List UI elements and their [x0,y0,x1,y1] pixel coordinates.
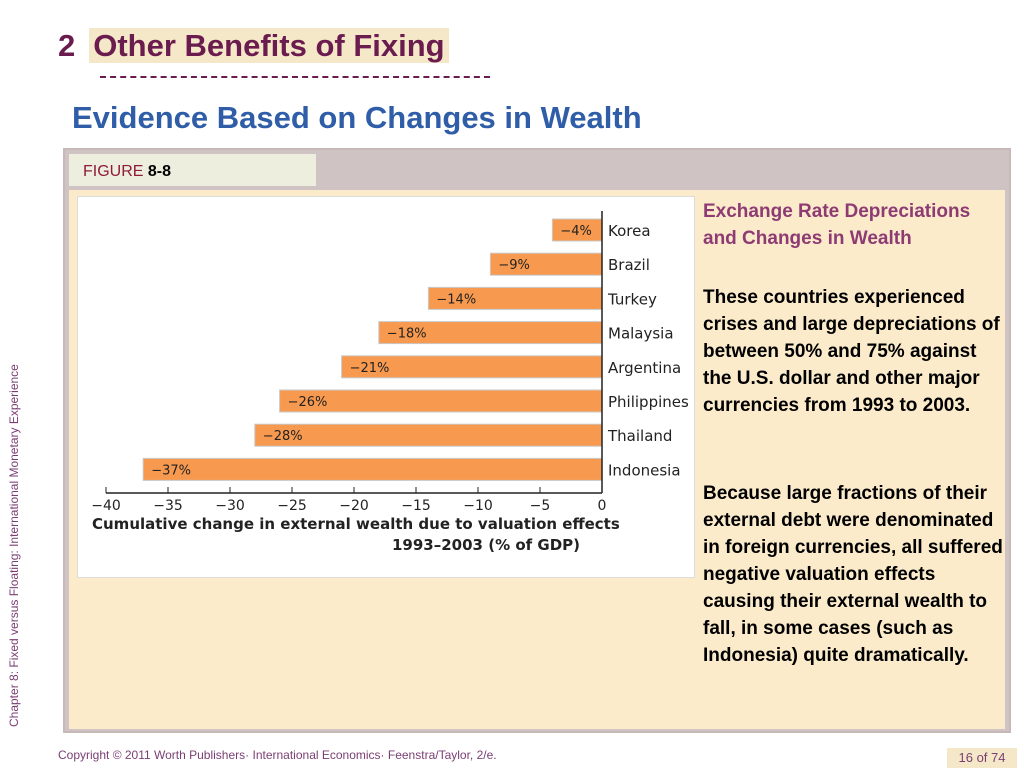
copyright-footer: Copyright © 2011 Worth Publishers· Inter… [58,748,497,762]
category-label-korea: Korea [608,222,651,240]
figure-body: −4% Korea −9% Brazil −14% Turkey −18% Malaysia −… [69,190,1005,729]
data-label-indonesia: −37% [151,463,191,478]
figure-caption-paragraph-2: Because large fractions of their externa… [703,483,1003,666]
section-number: 2 [58,28,76,63]
data-label-korea: −4% [560,224,592,239]
x-tick-label: 0 [598,498,607,514]
figure-label-text: FIGURE [83,163,144,180]
bar-indonesia [142,457,603,481]
bar-thailand [254,423,603,447]
data-label-malaysia: −18% [387,327,427,342]
category-label-malaysia: Malaysia [608,325,674,343]
category-label-argentina: Argentina [608,359,681,377]
figure-header: FIGURE 8-8 [69,154,316,186]
page-number: 16 of 74 [947,748,1017,768]
section-title: 2 Other Benefits of Fixing [58,28,449,64]
x-axis-title-line-2: 1993–2003 (% of GDP) [392,536,580,554]
data-label-philippines: −26% [288,395,328,410]
category-label-brazil: Brazil [608,256,650,274]
x-tick-label: −5 [530,498,551,514]
x-tick-label: −25 [277,498,307,514]
data-label-argentina: −21% [350,361,390,376]
title-underline [100,76,490,78]
x-tick-label: −20 [339,498,369,514]
x-axis-title-line-1: Cumulative change in external wealth due… [92,515,620,533]
figure-panel: FIGURE 8-8 −4% Korea −9% Brazil −14% Turkey −1… [63,148,1011,733]
data-label-thailand: −28% [263,429,303,444]
category-label-thailand: Thailand [607,427,672,445]
figure-caption-title: Exchange Rate Depreciations and Changes … [703,201,971,249]
figure-number: 8-8 [147,163,172,180]
category-label-indonesia: Indonesia [608,461,681,479]
bar-chart: −4% Korea −9% Brazil −14% Turkey −18% Malaysia −… [91,211,689,554]
category-label-turkey: Turkey [607,290,657,308]
x-tick-label: −35 [153,498,183,514]
figure-label: FIGURE 8-8 [83,163,171,181]
x-tick-label: −40 [91,498,121,514]
figure-caption-paragraph-1: These countries experienced crises and l… [703,287,1000,416]
category-label-philippines: Philippines [608,393,689,411]
bar-philippines [279,389,603,413]
data-label-turkey: −14% [436,292,476,307]
chart-container: −4% Korea −9% Brazil −14% Turkey −18% Malaysia −… [77,196,695,578]
slide-subtitle: Evidence Based on Changes in Wealth [72,100,642,135]
x-tick-label: −10 [463,498,493,514]
data-label-brazil: −9% [498,258,530,273]
x-tick-label: −30 [215,498,245,514]
section-title-text: Other Benefits of Fixing [89,28,449,63]
chapter-sidebar-text: Chapter 8: Fixed versus Floating: Intern… [7,364,21,727]
x-tick-label: −15 [401,498,431,514]
